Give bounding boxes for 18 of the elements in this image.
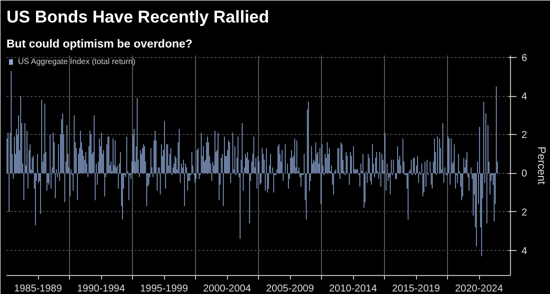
chart-title: US Bonds Have Recently Rallied [6, 8, 270, 26]
x-tick-label: 1995-1999 [140, 284, 188, 294]
y-tick-label: 6 [522, 52, 528, 64]
y-axis-title: Percent [535, 146, 548, 184]
legend-label: US Aggregate Index (total return) [18, 57, 136, 66]
chart-subtitle: But could optimism be overdone? [6, 38, 192, 50]
x-tick-label: 2015-2019 [392, 284, 440, 294]
x-tick-label: 2010-2014 [329, 284, 378, 294]
y-tick-label: 4 [522, 92, 528, 103]
x-tick-label: 2005-2009 [266, 284, 314, 294]
x-tick-label: 2020-2024 [455, 284, 504, 294]
y-tick-label: 4 [522, 246, 528, 257]
y-tick-label: 0 [522, 168, 528, 180]
y-tick-label: 2 [522, 130, 528, 142]
x-tick-label: 1985-1989 [14, 284, 62, 294]
x-tick-label: 1990-1994 [77, 284, 126, 294]
y-tick-label: 2 [522, 207, 528, 218]
x-tick-label: 2000-2004 [203, 284, 252, 294]
